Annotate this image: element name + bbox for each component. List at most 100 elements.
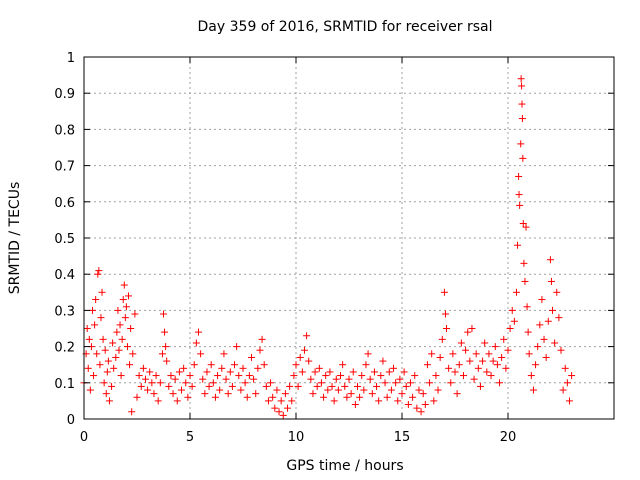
- data-point: [568, 372, 576, 380]
- data-point: [392, 379, 400, 387]
- data-point: [500, 335, 508, 343]
- data-point: [131, 310, 139, 318]
- data-point: [524, 328, 532, 336]
- x-tick-label: 0: [80, 430, 88, 445]
- data-point: [119, 296, 127, 304]
- data-point: [536, 321, 544, 329]
- data-point: [161, 328, 169, 336]
- data-point: [254, 364, 262, 372]
- data-point: [529, 386, 537, 394]
- data-point: [518, 82, 526, 90]
- axis-ticks: 00.10.20.30.40.50.60.70.80.910 5 10 15 20: [54, 51, 614, 445]
- data-point: [309, 390, 317, 398]
- data-point: [540, 335, 548, 343]
- data-point: [169, 390, 177, 398]
- data-point: [123, 343, 131, 351]
- data-point: [508, 306, 516, 314]
- data-point: [86, 386, 94, 394]
- data-point: [186, 372, 194, 380]
- data-point: [241, 379, 249, 387]
- data-point: [162, 343, 170, 351]
- data-point: [269, 393, 277, 401]
- data-point: [239, 364, 247, 372]
- data-point: [538, 296, 546, 304]
- data-point: [197, 350, 205, 358]
- data-point: [445, 364, 453, 372]
- data-point: [421, 401, 429, 409]
- data-point: [402, 382, 410, 390]
- data-point: [409, 393, 417, 401]
- data-point: [328, 382, 336, 390]
- x-tick-label: 20: [500, 430, 517, 445]
- data-point: [520, 259, 528, 267]
- data-point: [512, 288, 520, 296]
- data-point: [339, 361, 347, 369]
- data-point: [271, 404, 279, 412]
- data-point: [112, 353, 120, 361]
- data-point: [337, 372, 345, 380]
- data-point: [404, 401, 412, 409]
- data-point: [233, 343, 241, 351]
- data-point: [362, 361, 370, 369]
- y-tick-label: 0.9: [54, 87, 75, 102]
- x-tick-label: 10: [288, 430, 305, 445]
- data-point: [108, 382, 116, 390]
- data-point: [522, 223, 530, 231]
- data-point: [226, 368, 234, 376]
- data-point: [139, 364, 147, 372]
- data-point: [199, 375, 207, 383]
- y-tick-label: 0: [67, 413, 75, 428]
- data-point: [175, 368, 183, 376]
- data-point: [368, 390, 376, 398]
- data-point: [485, 350, 493, 358]
- y-tick-label: 0.5: [54, 232, 75, 247]
- data-point: [506, 325, 514, 332]
- data-point: [115, 346, 123, 354]
- data-point: [375, 397, 383, 405]
- data-point: [521, 277, 529, 285]
- data-point: [218, 364, 226, 372]
- data-point: [415, 386, 423, 394]
- data-point: [150, 390, 158, 398]
- data-point: [464, 328, 472, 336]
- data-point: [180, 364, 188, 372]
- grid-lines: [84, 57, 614, 419]
- data-point: [300, 346, 308, 354]
- data-point: [205, 382, 213, 390]
- data-point: [547, 277, 555, 285]
- data-point: [100, 379, 108, 387]
- data-point: [343, 393, 351, 401]
- y-tick-label: 0.2: [54, 341, 75, 356]
- data-point: [447, 379, 455, 387]
- data-point: [260, 361, 268, 369]
- data-point: [356, 393, 364, 401]
- data-point: [502, 364, 510, 372]
- data-point: [201, 390, 209, 398]
- data-point: [290, 372, 298, 380]
- data-point: [428, 350, 436, 358]
- data-point: [514, 241, 522, 249]
- data-point: [440, 288, 448, 296]
- data-point: [563, 379, 571, 387]
- data-point: [305, 357, 313, 365]
- data-point: [483, 368, 491, 376]
- data-point: [373, 382, 381, 390]
- data-point: [453, 390, 461, 398]
- data-point: [110, 364, 118, 372]
- data-point: [451, 368, 459, 376]
- data-point: [353, 382, 361, 390]
- data-point: [517, 75, 525, 83]
- data-point: [487, 372, 495, 380]
- data-point: [479, 357, 487, 365]
- data-point: [317, 379, 325, 387]
- data-point: [97, 314, 105, 322]
- data-point: [84, 364, 92, 372]
- y-tick-label: 1: [67, 51, 75, 66]
- data-point: [92, 296, 100, 304]
- data-point: [258, 335, 266, 343]
- x-tick-label: 5: [186, 430, 194, 445]
- data-point: [525, 350, 533, 358]
- data-point: [553, 288, 561, 296]
- data-point: [126, 361, 134, 369]
- data-point: [366, 375, 374, 383]
